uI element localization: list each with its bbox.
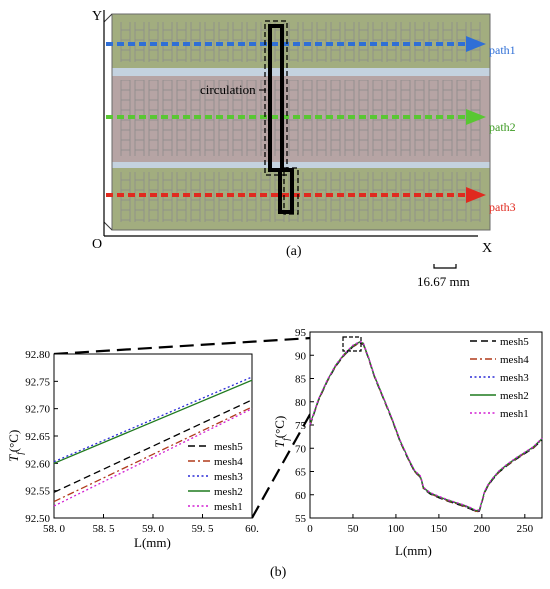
y-tick-label: 95 <box>295 327 307 339</box>
x-tick-label: 59. 5 <box>192 523 215 535</box>
legend-label-mesh5: mesh5 <box>214 441 243 453</box>
y-tick-label: 92.75 <box>25 376 50 388</box>
chart-full: 0 50 100 150 200 250 55 60 65 70 75 80 85 90 95 mesh5 m… <box>272 327 543 558</box>
scale-bar <box>433 264 457 269</box>
x-axis-label: X <box>482 241 492 256</box>
legend-label-mesh3: mesh3 <box>500 372 529 384</box>
circulation-highlight-box-upper <box>264 20 288 176</box>
circulation-label: circulation <box>200 82 256 97</box>
heat-sink-layout-diagram: Y X O path1 path2 path3 circulation (a) … <box>92 9 516 289</box>
y-tick-label: 92.70 <box>25 404 50 416</box>
separator-band-top <box>112 68 490 76</box>
x-tick-label: 100 <box>388 523 405 535</box>
legend-label-mesh2: mesh2 <box>500 390 529 402</box>
series-line-mesh5 <box>53 399 253 493</box>
y-tick-label: 92.80 <box>25 349 50 361</box>
zoom-region-box <box>342 336 362 352</box>
subfigure-b-label: (b) <box>270 565 287 580</box>
chart-full-frame <box>309 331 543 519</box>
chart-full-ylabel: Tf(°C) <box>272 416 291 448</box>
chart-zoomed: 58. 0 58. 5 59. 0 59. 5 60. 92.50 92.55 92.60 92… <box>6 349 259 550</box>
chart-zoomed-xlabel: L(mm) <box>134 535 171 550</box>
path1-label: path1 <box>489 43 516 57</box>
y-axis-label: Y <box>92 9 102 24</box>
legend-label-mesh5: mesh5 <box>500 336 529 348</box>
path2-label: path2 <box>489 120 516 134</box>
y-tick-label: 75 <box>295 420 307 432</box>
series-line-mesh2 <box>53 379 253 464</box>
x-tick-label: 250 <box>517 523 534 535</box>
legend-label-mesh4: mesh4 <box>500 354 529 366</box>
x-tick-label: 58. 0 <box>43 523 66 535</box>
y-tick-label: 90 <box>295 350 307 362</box>
legend-label-mesh1: mesh1 <box>500 408 529 420</box>
y-tick-label: 70 <box>295 443 307 455</box>
y-tick-label: 65 <box>295 467 307 479</box>
circulation-channel-upper <box>268 24 284 172</box>
plate-side-edge <box>103 22 113 231</box>
y-tick-label: 60 <box>295 490 307 502</box>
y-tick-label: 55 <box>295 513 307 525</box>
x-tick-label: 200 <box>474 523 491 535</box>
series-line-mesh4 <box>53 406 253 503</box>
legend-label-mesh3: mesh3 <box>214 471 243 483</box>
scale-bar-label: 16.67 mm <box>417 274 470 289</box>
x-tick-label: 58. 5 <box>93 523 116 535</box>
x-tick-label: 59. 0 <box>142 523 165 535</box>
legend-label-mesh2: mesh2 <box>214 486 243 498</box>
x-tick-label: 50 <box>347 523 359 535</box>
origin-label: O <box>92 237 102 252</box>
path3-arrow <box>106 187 486 203</box>
y-tick-label: 85 <box>295 374 307 386</box>
x-tick-label: 60. <box>245 523 259 535</box>
subfigure-a-label: (a) <box>286 244 302 259</box>
x-tick-label: 150 <box>431 523 448 535</box>
circulation-channel-lower <box>278 168 294 214</box>
y-tick-label: 80 <box>295 397 307 409</box>
path3-label: path3 <box>489 200 516 214</box>
y-tick-label: 92.60 <box>25 458 50 470</box>
y-tick-label: 92.50 <box>25 513 50 525</box>
x-tick-label: 0 <box>307 523 313 535</box>
separator-band-bottom <box>112 162 490 168</box>
chart-zoomed-frame <box>53 353 253 519</box>
plate-border <box>111 13 491 231</box>
path2-arrow <box>106 109 486 125</box>
chart-zoomed-ylabel: Tf(°C) <box>6 430 25 462</box>
legend-label-mesh1: mesh1 <box>214 501 243 513</box>
y-tick-label: 92.65 <box>25 431 50 443</box>
y-tick-label: 92.55 <box>25 486 50 498</box>
chart-full-xlabel: L(mm) <box>395 543 432 558</box>
circulation-highlight-box-lower <box>283 167 299 215</box>
series-line-mesh1 <box>53 408 253 507</box>
legend-label-mesh4: mesh4 <box>214 456 243 468</box>
